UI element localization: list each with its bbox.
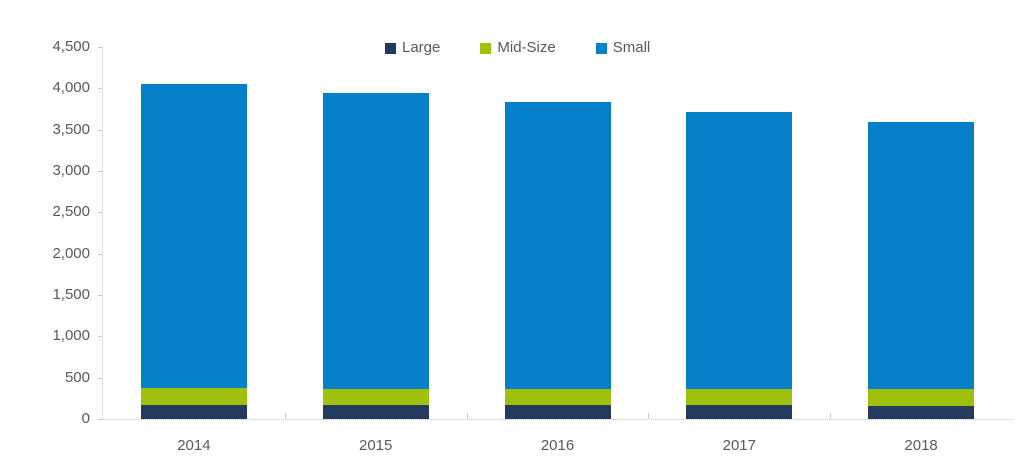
bar-segment-mid-size-2018 (868, 389, 974, 406)
legend-item-mid-size: Mid-Size (480, 39, 556, 56)
plot-area (102, 47, 1012, 420)
bar-segment-large-2014 (141, 404, 247, 419)
x-axis-tick-mark (467, 413, 468, 419)
y-axis-tick-mark (98, 253, 102, 255)
bar-segment-mid-size-2016 (505, 388, 611, 405)
x-axis-tick-mark (830, 413, 831, 419)
x-axis-label-2014: 2014 (177, 437, 211, 454)
y-axis-tick-label: 1,500 (52, 286, 90, 303)
bar-segment-mid-size-2014 (141, 388, 247, 405)
y-axis-tick-label: 0 (81, 410, 90, 427)
legend-item-small: Small (595, 39, 651, 56)
x-axis-label-2017: 2017 (722, 437, 756, 454)
y-axis-tick-label: 2,500 (52, 203, 90, 221)
y-axis-tick-mark (98, 295, 102, 296)
bar-2016 (505, 102, 611, 419)
legend-swatch-small (595, 42, 607, 54)
bar-segment-small-2018 (868, 121, 974, 390)
bar-segment-large-2017 (686, 404, 792, 419)
legend-label: Large (402, 39, 441, 56)
x-axis-label-2015: 2015 (359, 437, 393, 454)
y-axis-tick-mark (98, 171, 102, 172)
y-axis-tick-mark (98, 129, 102, 131)
legend-swatch-mid-size (480, 42, 492, 54)
y-axis-tick-label: 3,500 (52, 120, 90, 138)
y-axis-tick-mark (98, 212, 102, 214)
bar-segment-small-2017 (686, 111, 792, 389)
bar-segment-small-2016 (505, 102, 611, 389)
x-axis-tick-mark (285, 413, 286, 419)
y-axis-tick-mark (98, 47, 102, 48)
bar-2015 (323, 93, 429, 419)
bar-2014 (141, 83, 247, 419)
chart-legend: Large Mid-Size Small (385, 40, 650, 56)
bar-segment-large-2015 (323, 404, 429, 419)
y-axis-tick-mark (98, 336, 102, 338)
x-axis-label-2018: 2018 (904, 437, 938, 454)
y-axis-tick-mark (98, 377, 102, 379)
y-axis-tick-label: 1,000 (52, 327, 90, 345)
bar-2018 (868, 121, 974, 419)
bar-segment-mid-size-2017 (686, 388, 792, 405)
x-axis-tick-mark (648, 413, 649, 419)
y-axis-tick-label: 4,000 (52, 79, 90, 97)
y-axis-tick-mark (98, 419, 102, 420)
x-axis-label-2016: 2016 (540, 437, 575, 454)
legend-item-large: Large (385, 40, 440, 56)
y-axis-tick-label: 2,000 (52, 244, 90, 262)
legend-swatch-large (385, 42, 396, 54)
bar-segment-small-2014 (141, 83, 247, 389)
y-axis-tick-label: 500 (64, 368, 90, 386)
bar-segment-large-2016 (505, 404, 611, 419)
y-axis-tick-label: 4,500 (52, 38, 90, 55)
bar-2017 (686, 111, 792, 419)
legend-label: Small (612, 39, 651, 56)
bar-segment-small-2015 (323, 93, 429, 389)
y-axis-tick-mark (98, 88, 102, 90)
bar-segment-mid-size-2015 (323, 388, 429, 405)
bar-segment-large-2018 (868, 405, 974, 419)
legend-label: Mid-Size (497, 39, 556, 56)
y-axis-tick-label: 3,000 (52, 162, 90, 179)
